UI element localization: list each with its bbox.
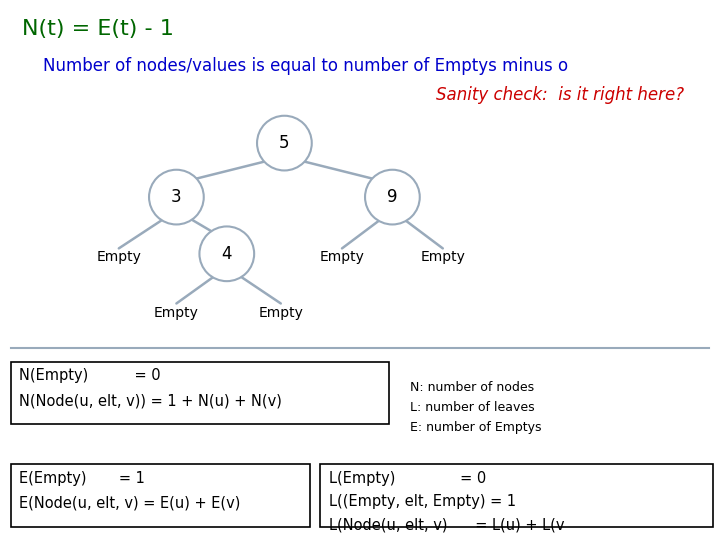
Ellipse shape	[199, 226, 254, 281]
Text: Empty: Empty	[258, 306, 303, 320]
Text: Empty: Empty	[154, 306, 199, 320]
Text: L(Empty)              = 0: L(Empty) = 0	[329, 471, 486, 486]
Text: Number of nodes/values is equal to number of Emptys minus o: Number of nodes/values is equal to numbe…	[43, 57, 568, 75]
FancyBboxPatch shape	[11, 362, 389, 424]
Text: Empty: Empty	[96, 249, 141, 264]
FancyBboxPatch shape	[11, 464, 310, 526]
Text: E(Node(u, elt, v) = E(u) + E(v): E(Node(u, elt, v) = E(u) + E(v)	[19, 496, 240, 511]
Ellipse shape	[365, 170, 420, 225]
Text: L((Empty, elt, Empty) = 1: L((Empty, elt, Empty) = 1	[329, 494, 516, 509]
Text: E(Empty)       = 1: E(Empty) = 1	[19, 471, 145, 486]
Text: 4: 4	[222, 245, 232, 263]
Ellipse shape	[257, 116, 312, 171]
Text: N(Node(u, elt, v)) = 1 + N(u) + N(v): N(Node(u, elt, v)) = 1 + N(u) + N(v)	[19, 393, 282, 408]
Text: N: number of nodes
L: number of leaves
E: number of Emptys: N: number of nodes L: number of leaves E…	[410, 381, 542, 434]
Text: 5: 5	[279, 134, 289, 152]
Text: Empty: Empty	[420, 249, 465, 264]
Ellipse shape	[149, 170, 204, 225]
Text: 9: 9	[387, 188, 397, 206]
Text: N(t) = E(t) - 1: N(t) = E(t) - 1	[22, 19, 174, 39]
Text: Empty: Empty	[320, 249, 364, 264]
Text: Sanity check:  is it right here?: Sanity check: is it right here?	[436, 86, 684, 104]
FancyBboxPatch shape	[320, 464, 713, 526]
Text: N(Empty)          = 0: N(Empty) = 0	[19, 368, 161, 383]
Text: L(Node(u, elt, v)      = L(u) + L(v: L(Node(u, elt, v) = L(u) + L(v	[329, 517, 564, 532]
Text: 3: 3	[171, 188, 181, 206]
